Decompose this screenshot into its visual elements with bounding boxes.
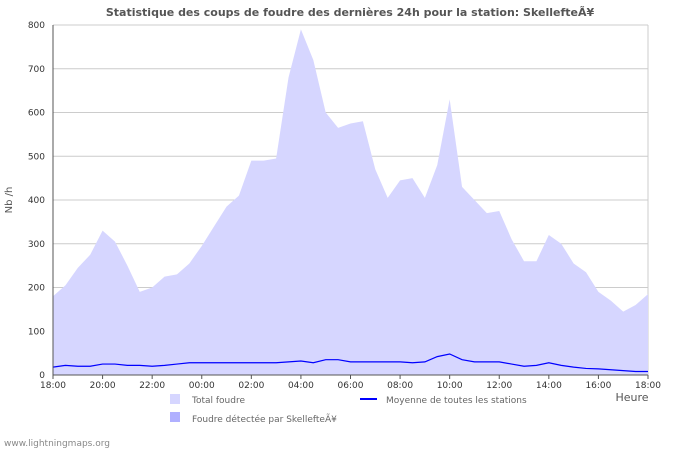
y-tick-label: 200 — [28, 284, 45, 294]
y-tick-label: 100 — [28, 327, 45, 337]
x-tick-label: 16:00 — [585, 381, 611, 391]
legend-average: Moyenne de toutes les stations — [386, 396, 527, 406]
y-axis-label: Nb /h — [4, 187, 15, 214]
legend-total: Total foudre — [191, 396, 245, 406]
footer-link[interactable]: www.lightningmaps.org — [4, 439, 110, 449]
x-tick-label: 14:00 — [536, 381, 562, 391]
x-tick-label: 04:00 — [288, 381, 314, 391]
area-total-foudre — [53, 29, 648, 375]
chart-title: Statistique des coups de foudre des dern… — [106, 6, 595, 19]
y-tick-label: 600 — [28, 109, 45, 119]
x-tick-label: 20:00 — [90, 381, 116, 391]
line-moyenne — [52, 353, 648, 373]
y-tick-label: 300 — [28, 240, 45, 250]
x-tick-label: 08:00 — [387, 381, 413, 391]
x-axis-label: Heure — [615, 391, 648, 404]
y-tick-label: 500 — [28, 152, 45, 162]
legend-swatch-station — [170, 412, 180, 422]
x-tick-label: 06:00 — [338, 381, 364, 391]
y-tick-label: 400 — [28, 196, 45, 206]
x-tick-label: 22:00 — [139, 381, 165, 391]
x-tick-label: 18:00 — [635, 381, 661, 391]
legend-station: Foudre détectée par SkellefteÃ¥ — [192, 414, 337, 425]
x-tick-label: 02:00 — [238, 381, 264, 391]
x-tick-label: 10:00 — [437, 381, 463, 391]
y-tick-label: 700 — [28, 65, 45, 75]
y-tick-label: 800 — [28, 21, 45, 31]
x-tick-label: 12:00 — [486, 381, 512, 391]
x-tick-label: 18:00 — [40, 381, 66, 391]
y-tick-label: 0 — [39, 371, 45, 381]
x-tick-label: 00:00 — [189, 381, 215, 391]
legend-swatch-total — [170, 394, 180, 404]
